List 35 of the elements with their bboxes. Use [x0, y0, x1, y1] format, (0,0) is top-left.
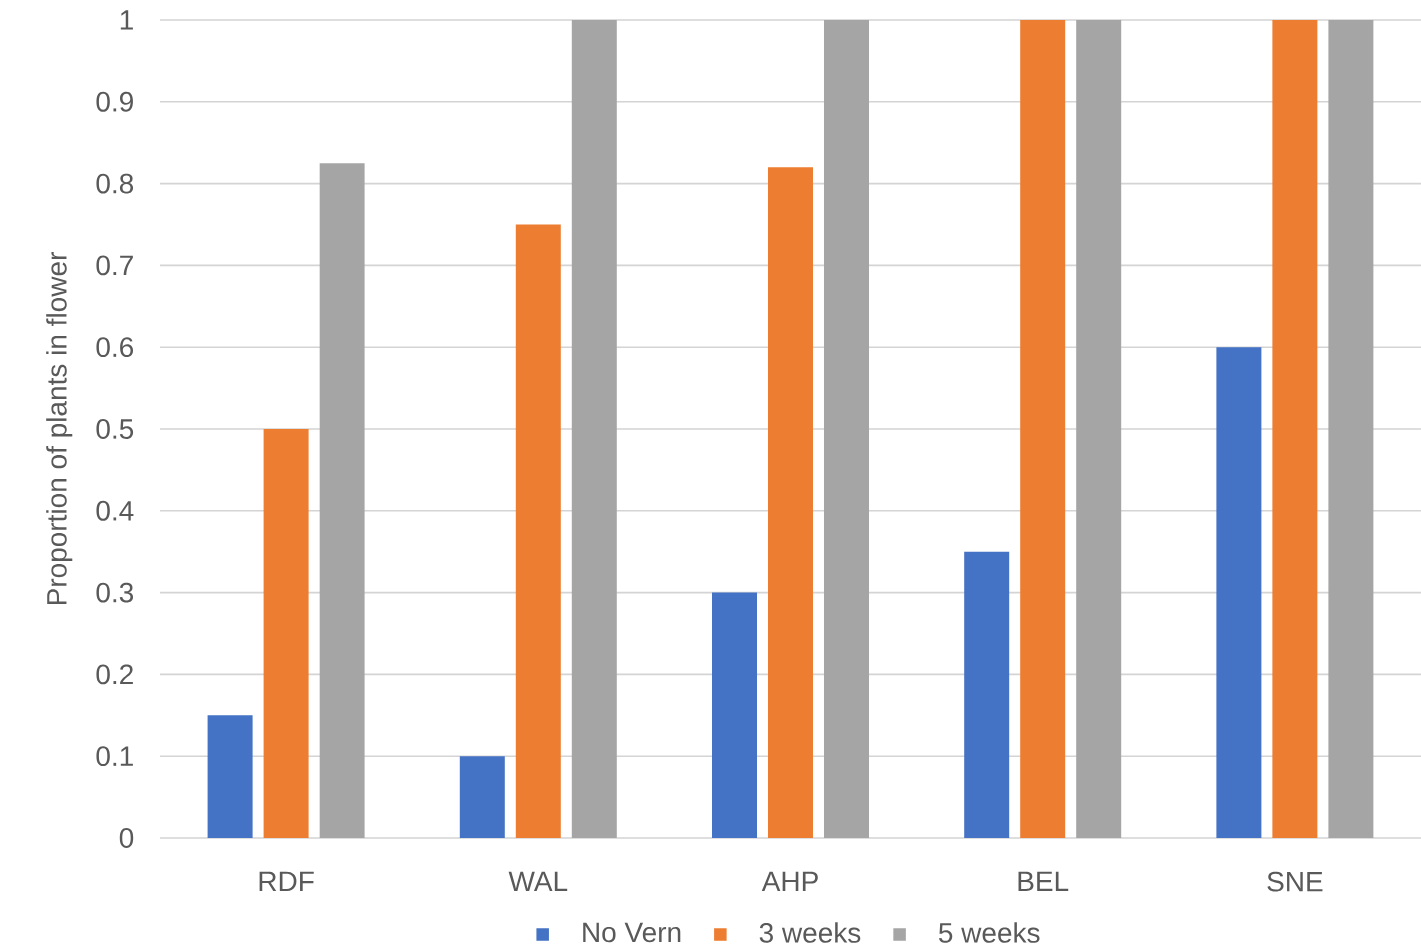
bar: [1076, 19, 1122, 838]
y-tick-label: 1: [120, 10, 133, 30]
y-tick-label: 0.7: [96, 255, 133, 276]
y-tick-label: 0.6: [96, 337, 134, 358]
bar: [1272, 19, 1318, 838]
bar: [263, 428, 309, 838]
bar: [571, 19, 617, 838]
y-tick-label: 0.2: [96, 664, 133, 685]
y-tick-label: 0.8: [96, 173, 134, 194]
x-tick-label: SNE: [1267, 871, 1323, 892]
x-tick-label: AHP: [761, 871, 818, 891]
bar: [1020, 19, 1066, 838]
y-tick-label: 0.9: [96, 91, 133, 112]
bar: [207, 715, 253, 838]
y-tick-label: 0.1: [96, 746, 133, 767]
x-tick-label: WAL: [508, 871, 568, 891]
legend-label: No Vern: [583, 922, 681, 943]
y-tick-label: 0: [119, 828, 134, 848]
bar: [319, 163, 365, 838]
y-tick-label: 0.4: [96, 500, 134, 521]
legend-label: 3 weeks: [759, 922, 861, 943]
y-tick-label: 0.3: [96, 582, 134, 603]
bar: [515, 224, 561, 838]
bar: [712, 592, 757, 838]
bar: [768, 167, 813, 838]
y-axis-title: Proportion of plants in flower: [46, 252, 73, 605]
bar: [1328, 19, 1374, 838]
bar: [823, 19, 869, 838]
bar: [1216, 347, 1262, 838]
bar: [459, 756, 505, 838]
bar: [964, 551, 1010, 838]
legend-label: 5 weeks: [938, 922, 1040, 943]
x-tick-label: RDF: [259, 871, 314, 891]
x-tick-label: BEL: [1018, 871, 1069, 891]
y-tick-label: 0.5: [96, 419, 134, 439]
